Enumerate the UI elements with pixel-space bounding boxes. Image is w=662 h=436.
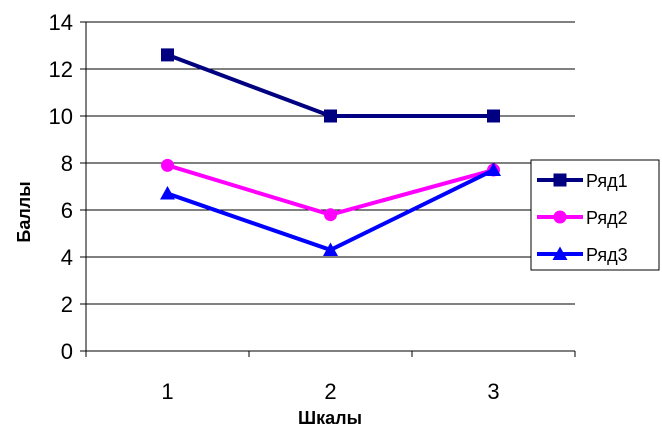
x-tick-label: 1: [161, 379, 173, 404]
series-2: [161, 158, 500, 222]
legend-label: Ряд1: [586, 171, 628, 191]
y-tick-label: 4: [61, 245, 73, 270]
data-point-square: [324, 109, 337, 123]
legend-item: Ряд1: [537, 171, 628, 191]
y-tick-label: 8: [61, 151, 73, 176]
y-tick-label: 6: [61, 198, 73, 223]
legend-marker: [553, 173, 567, 187]
legend-item: Ряд3: [537, 245, 628, 265]
legend-marker: [552, 246, 568, 260]
legend-marker: [553, 210, 567, 224]
x-tick-label: 3: [487, 379, 499, 404]
data-point-triangle: [160, 186, 175, 200]
grid-layer: [86, 21, 575, 305]
y-axis-title: Баллы: [14, 181, 34, 242]
y-tick-label: 14: [49, 10, 73, 35]
data-point-square: [161, 48, 174, 62]
series-1: [161, 48, 500, 123]
series-layer: [160, 48, 501, 256]
y-tick-label: 0: [61, 339, 73, 364]
x-tick-label: 2: [324, 379, 336, 404]
series-line: [166, 163, 495, 217]
series-line: [166, 53, 494, 118]
y-tick-label: 10: [49, 104, 73, 129]
y-tick-label: 12: [49, 57, 73, 82]
series-3: [160, 162, 501, 256]
legend: Ряд1 Ряд2 Ряд3: [530, 159, 660, 271]
data-point-square: [487, 109, 500, 123]
y-tick-label: 2: [61, 292, 73, 317]
legend-label: Ряд3: [586, 245, 628, 265]
data-point-circle: [324, 208, 337, 222]
data-point-triangle: [323, 242, 338, 256]
data-point-circle: [161, 158, 174, 172]
data-point-triangle: [486, 162, 501, 177]
legend-item: Ряд2: [537, 208, 628, 228]
legend-label: Ряд2: [586, 208, 628, 228]
x-axis-title: Шкалы: [298, 408, 362, 428]
